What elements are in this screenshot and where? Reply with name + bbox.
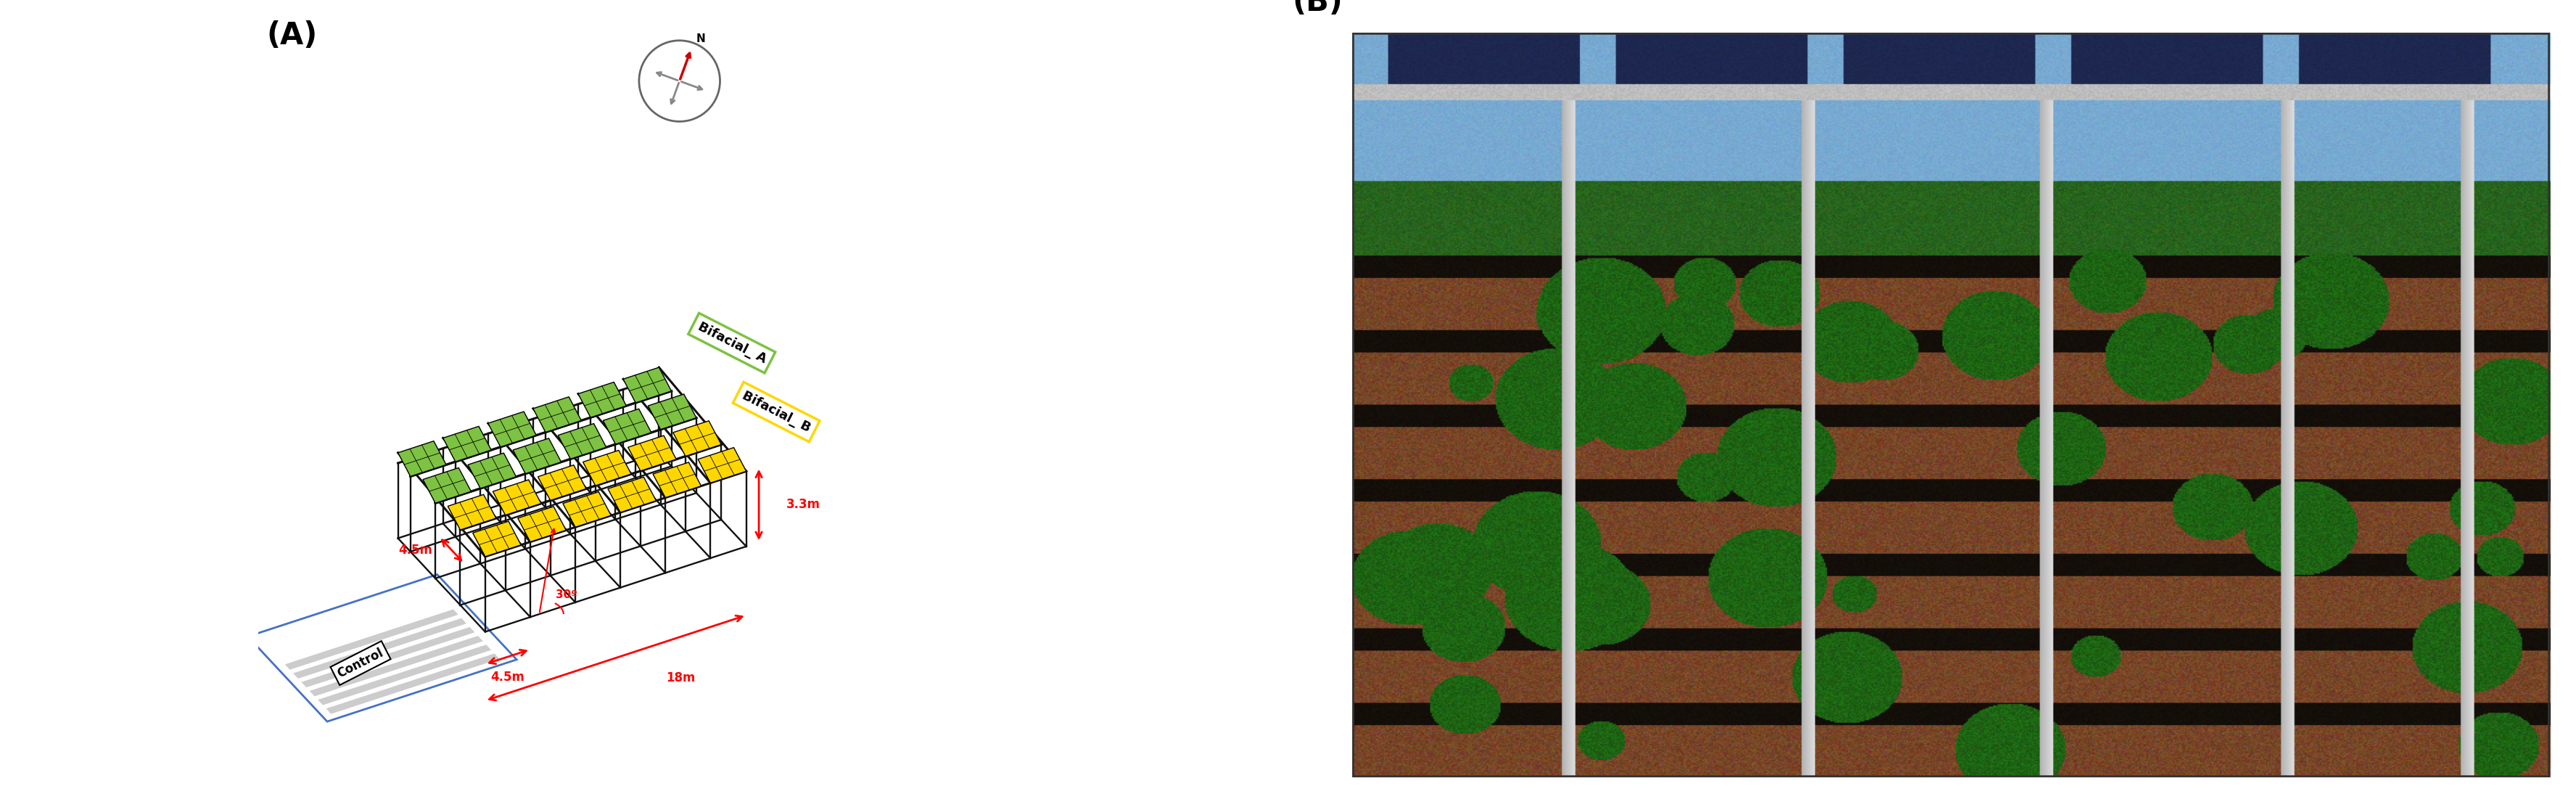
Polygon shape xyxy=(559,424,605,459)
Text: Bifacial_ B: Bifacial_ B xyxy=(739,389,811,435)
Polygon shape xyxy=(469,453,515,488)
Text: Control: Control xyxy=(335,646,386,680)
Text: 30º: 30º xyxy=(556,589,577,600)
Polygon shape xyxy=(623,368,672,403)
Polygon shape xyxy=(698,448,747,483)
Polygon shape xyxy=(309,636,482,697)
Text: 18m: 18m xyxy=(665,671,696,684)
Polygon shape xyxy=(492,480,541,515)
Polygon shape xyxy=(652,463,701,497)
Polygon shape xyxy=(301,627,474,688)
Polygon shape xyxy=(294,618,466,679)
Polygon shape xyxy=(518,506,567,542)
Polygon shape xyxy=(474,521,520,556)
Text: N: N xyxy=(696,33,706,45)
Text: (A): (A) xyxy=(268,20,317,51)
Polygon shape xyxy=(538,465,587,501)
Polygon shape xyxy=(649,394,696,429)
Polygon shape xyxy=(317,645,492,705)
Polygon shape xyxy=(448,494,497,530)
Polygon shape xyxy=(327,654,500,714)
Polygon shape xyxy=(672,421,721,456)
Text: (B): (B) xyxy=(1293,0,1342,18)
Polygon shape xyxy=(608,477,657,513)
Polygon shape xyxy=(629,436,677,471)
Polygon shape xyxy=(603,409,652,444)
Polygon shape xyxy=(286,609,459,670)
Polygon shape xyxy=(397,441,446,476)
Text: Bifacial_ A: Bifacial_ A xyxy=(696,320,768,366)
Text: 4.5m: 4.5m xyxy=(492,671,526,684)
Polygon shape xyxy=(562,492,611,527)
Polygon shape xyxy=(422,467,471,503)
Polygon shape xyxy=(513,438,562,474)
Polygon shape xyxy=(487,411,536,447)
Polygon shape xyxy=(533,397,582,433)
Text: 3.3m: 3.3m xyxy=(786,498,819,511)
Polygon shape xyxy=(582,450,631,486)
Polygon shape xyxy=(577,382,626,417)
Text: 4.5m: 4.5m xyxy=(399,544,433,556)
Polygon shape xyxy=(443,426,492,462)
